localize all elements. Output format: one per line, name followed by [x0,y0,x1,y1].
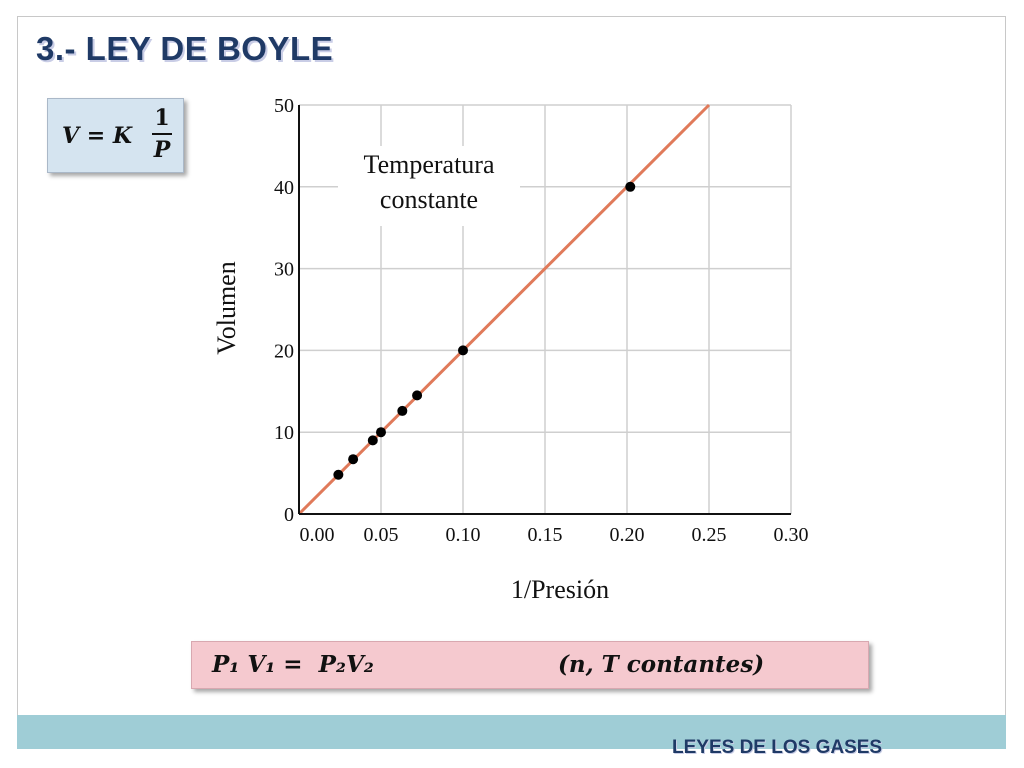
y-tick-label-4: 40 [274,177,294,199]
annotation-line-1: Temperatura [364,150,495,179]
y-tick-labels: 0 10 20 30 40 50 [274,95,294,526]
data-point-1 [348,454,359,465]
data-point-2 [367,435,378,446]
formula-box: V = K 1 P [47,98,184,173]
formula-fraction: 1 P [150,103,174,165]
formula-denominator: P [153,137,171,163]
data-point-6 [458,345,468,356]
y-tick-label-2: 20 [274,340,294,362]
formula-numerator: 1 [154,105,170,131]
annotation-background [338,146,520,226]
x-tick-label-1: 0.05 [364,524,399,546]
data-points [333,181,636,480]
data-point-5 [412,390,423,401]
x-tick-label-5: 0.25 [692,524,727,546]
x-tick-label-3: 0.15 [528,524,563,546]
footer-band [17,715,1006,749]
y-tick-label-5: 50 [274,95,294,117]
formula-lhs: V = K [62,123,132,149]
x-axis-label: 1/Presión [511,575,609,604]
chart-axes [298,105,791,515]
y-tick-label-1: 10 [274,422,294,444]
boyle-law-equation: P₁ V₁ = P₂V₂ [212,651,374,678]
data-point-7 [625,181,636,192]
data-point-0 [333,469,344,480]
fit-line [297,103,711,516]
boyle-law-box: P₁ V₁ = P₂V₂ (n, T contantes) [191,641,869,689]
x-tick-label-4: 0.20 [610,524,645,546]
y-axis-label: Volumen [212,261,241,354]
fraction-bar [152,133,172,135]
x-tick-label-6: 0.30 [774,524,809,546]
boyle-law-conditions: (n, T contantes) [558,651,765,678]
x-tick-label-2: 0.10 [446,524,481,546]
x-tick-labels: 0.00 0.05 0.10 0.15 0.20 0.25 0.30 [300,524,809,546]
slide-title: 3.- LEY DE BOYLE [36,30,334,67]
data-point-4 [397,405,408,416]
fit-line-group [297,103,711,516]
data-point-3 [376,427,386,438]
y-tick-label-3: 30 [274,259,294,281]
annotation-line-2: constante [380,185,478,214]
y-tick-label-0: 0 [284,504,294,526]
footer-title: LEYES DE LOS GASES [672,737,883,758]
x-tick-label-0: 0.00 [300,524,335,546]
